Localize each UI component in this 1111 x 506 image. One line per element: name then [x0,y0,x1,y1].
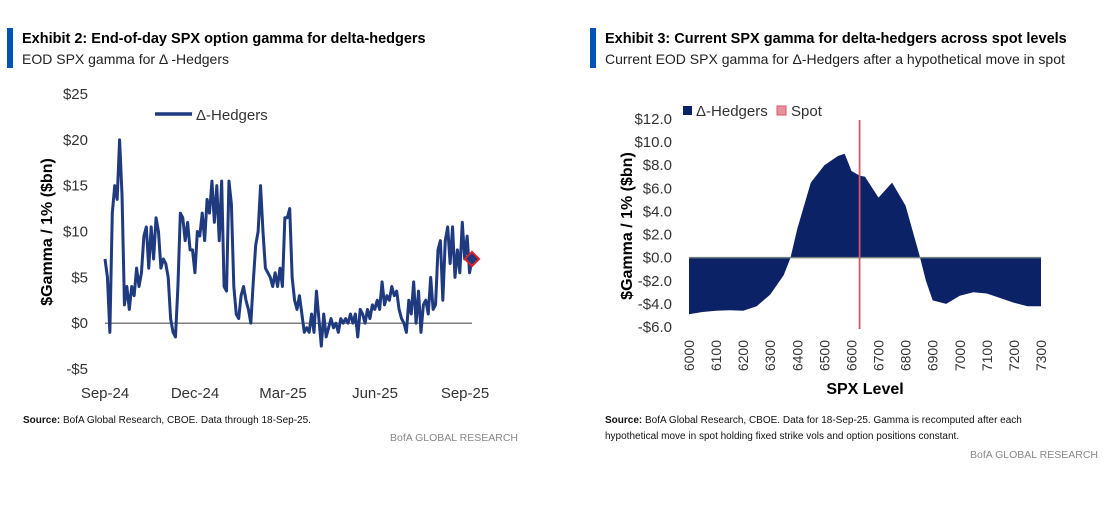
x-tick-label: 6700 [871,340,887,371]
x-tick-label: 7300 [1033,340,1049,371]
source-text: BofA Global Research, CBOE. Data for 18-… [642,415,1022,426]
x-tick-label: 6800 [898,340,914,371]
x-tick-label: Sep-25 [441,385,489,402]
x-tick-label: 6000 [681,340,697,371]
source-text: BofA Global Research, CBOE. Data through… [60,415,311,426]
exhibit-2-subtitle: EOD SPX gamma for Δ -Hedgers [22,51,229,67]
source-label: Source: [23,415,61,426]
x-tick-label: 7200 [1006,340,1022,371]
legend-swatch-delta-hedgers [683,106,692,115]
x-tick-label: Jun-25 [352,385,398,402]
exhibit-2-title: Exhibit 2: End-of-day SPX option gamma f… [22,31,426,47]
x-tick-label: 7100 [979,340,995,371]
y-tick-label: $20 [63,132,88,149]
y-tick-label: $0 [71,315,88,332]
x-tick-label: 6600 [843,340,859,371]
legend-swatch-spot [776,105,787,116]
x-tick-label: 6300 [762,340,778,371]
last-point-marker [463,250,481,268]
y-tick-label: -$6.0 [638,319,672,336]
y-tick-label: -$2.0 [638,273,672,290]
x-tick-label: 6500 [816,340,832,371]
y-tick-label: $10.0 [634,134,672,151]
x-tick-label: Sep-24 [81,385,129,402]
y-tick-label: $0.0 [643,250,672,267]
y-axis-label: $Gamma / 1% ($bn) [619,152,636,300]
x-tick-label: 6900 [925,340,941,371]
exhibit-3-accent-bar [590,28,596,68]
exhibit-3-source: Source: BofA Global Research, CBOE. Data… [605,413,1022,445]
y-tick-label: -$5 [66,361,88,378]
y-tick-label: $2.0 [643,227,672,244]
series-line-delta-hedgers [103,138,474,348]
exhibit-2-brand: BofA GLOBAL RESEARCH [390,432,518,444]
y-tick-label: $8.0 [643,157,672,174]
y-tick-label: $15 [63,178,88,195]
y-tick-label: $25 [63,86,88,103]
legend-label: Δ-Hedgers [696,103,768,120]
x-tick-label: 7000 [952,340,968,371]
x-tick-label: Mar-25 [259,385,307,402]
y-tick-label: -$4.0 [638,296,672,313]
y-tick-label: $12.0 [634,111,672,128]
x-tick-label: 6200 [735,340,751,371]
x-axis-label: SPX Level [826,381,903,398]
exhibit-3-brand: BofA GLOBAL RESEARCH [970,449,1098,461]
exhibit-3-title: Exhibit 3: Current SPX gamma for delta-h… [605,31,1067,47]
y-tick-label: $4.0 [643,203,672,220]
x-tick-label: 6100 [708,340,724,371]
exhibit-2-accent-bar [7,28,13,68]
source-text-line2: hypothetical move in spot holding fixed … [605,431,960,442]
legend-label: Δ-Hedgers [196,107,268,124]
exhibit-3-subtitle: Current EOD SPX gamma for Δ-Hedgers afte… [605,51,1065,67]
y-axis-label: $Gamma / 1% ($bn) [39,158,56,306]
exhibit-2-source: Source: BofA Global Research, CBOE. Data… [23,413,311,429]
y-tick-label: $5 [71,269,88,286]
x-tick-label: 6400 [789,340,805,371]
legend-label: Spot [791,103,823,120]
source-label: Source: [605,415,643,426]
y-tick-label: $10 [63,224,88,241]
series-area-delta-hedgers [689,153,1041,315]
y-tick-label: $6.0 [643,180,672,197]
x-tick-label: Dec-24 [171,385,219,402]
